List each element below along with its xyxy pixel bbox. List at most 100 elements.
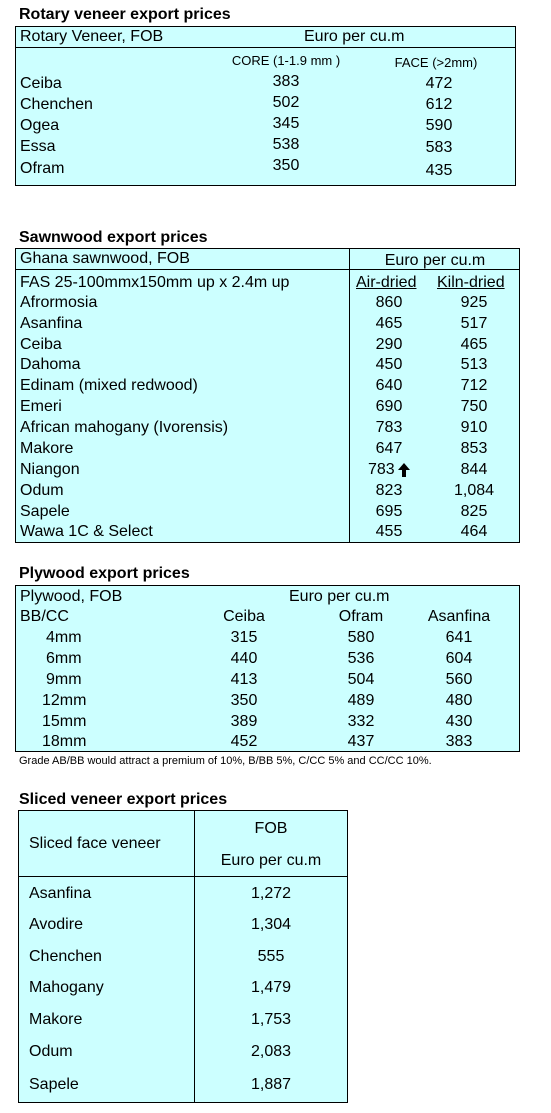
plywood-grade: BB/CC (20, 608, 69, 625)
rotary-row-face: 590 (425, 117, 453, 134)
plywood-row-size: 15mm (42, 713, 87, 730)
plywood-row-ceiba: 413 (230, 671, 258, 688)
sawnwood-row-name: Asanfina (20, 315, 83, 332)
plywood-row-size: 9mm (46, 671, 82, 688)
sliced-row-price: 1,304 (250, 916, 292, 933)
sawnwood-row-kiln: 712 (460, 377, 488, 394)
plywood-row-ofram: 332 (347, 713, 375, 730)
sawnwood-row-kiln: 465 (460, 336, 488, 353)
sawnwood-row-kiln: 853 (460, 440, 488, 457)
rotary-row-core: 345 (272, 115, 300, 132)
plywood-col-ofram: Ofram (338, 608, 384, 625)
plywood-note: Grade AB/BB would attract a premium of 1… (19, 755, 432, 767)
plywood-header-left: Plywood, FOB (20, 588, 123, 605)
plywood-col-ceiba: Ceiba (223, 608, 265, 625)
sliced-row-price: 1,887 (250, 1076, 292, 1093)
rotary-row-name: Ceiba (20, 75, 62, 92)
plywood-row-asanfina: 480 (445, 692, 473, 709)
sawnwood-row-air: 290 (375, 336, 403, 353)
plywood-row-asanfina: 383 (445, 733, 473, 750)
sliced-row-name: Makore (29, 1011, 83, 1028)
sawnwood-row-name: Dahoma (20, 356, 81, 373)
plywood-header-right: Euro per cu.m (289, 588, 390, 605)
sawnwood-row-name: Edinam (mixed redwood) (20, 377, 198, 394)
plywood-row-ceiba: 315 (230, 629, 258, 646)
sawnwood-row-name: Makore (20, 440, 74, 457)
rotary-row-face: 612 (425, 96, 453, 113)
sawnwood-row-name: Niangon (20, 461, 80, 478)
plywood-row-asanfina: 641 (445, 629, 473, 646)
rotary-row-core: 538 (272, 136, 300, 153)
plywood-row-ceiba: 452 (230, 733, 258, 750)
sawnwood-row-name: Wawa 1C & Select (20, 523, 153, 540)
sawnwood-row-air: 455 (375, 523, 403, 540)
sliced-header-unit: Euro per cu.m (220, 852, 322, 869)
sawnwood-row-kiln: 844 (460, 461, 488, 478)
rotary-row-name: Ogea (20, 117, 60, 134)
plywood-row-size: 4mm (46, 629, 82, 646)
rotary-col-face: FACE (>2mm) (394, 55, 478, 70)
plywood-row-asanfina: 560 (445, 671, 473, 688)
rotary-row-name: Essa (20, 138, 56, 155)
plywood-row-asanfina: 604 (445, 650, 473, 667)
sawnwood-row-name: Odum (20, 482, 64, 499)
sliced-row-price: 1,272 (250, 885, 292, 902)
sawnwood-row-kiln: 910 (460, 419, 488, 436)
plywood-col-asanfina: Asanfina (427, 608, 491, 625)
rotary-row-face: 472 (425, 75, 453, 92)
rotary-col-core: CORE (1-1.9 mm ) (231, 53, 341, 68)
rotary-row-core: 383 (272, 73, 300, 90)
plywood-title: Plywood export prices (19, 565, 190, 582)
sliced-header-fob: FOB (254, 820, 288, 837)
sliced-row-name: Sapele (29, 1076, 79, 1093)
plywood-row-ofram: 504 (347, 671, 375, 688)
sliced-title: Sliced veneer export prices (19, 791, 228, 808)
plywood-row-size: 12mm (42, 692, 87, 709)
sawnwood-col-kiln: Kiln-dried (437, 274, 505, 291)
plywood-row-ceiba: 389 (230, 713, 258, 730)
rotary-row-face: 583 (425, 139, 453, 156)
sawnwood-row-name: Ceiba (20, 336, 62, 353)
sliced-row-price: 555 (257, 948, 285, 965)
sawnwood-column-divider (349, 249, 350, 542)
plywood-row-ofram: 536 (347, 650, 375, 667)
plywood-row-ofram: 437 (347, 733, 375, 750)
sawnwood-row-air: 465 (375, 315, 403, 332)
sawnwood-row-kiln: 925 (460, 294, 488, 311)
up-arrow-icon (398, 463, 410, 477)
sawnwood-row-kiln: 513 (460, 356, 488, 373)
sawnwood-row-air: 695 (375, 503, 403, 520)
sliced-row-name: Odum (29, 1043, 73, 1060)
sawnwood-title: Sawnwood export prices (19, 229, 208, 246)
sawnwood-row-air: 647 (375, 440, 403, 457)
sawnwood-row-air: 783 (375, 419, 403, 436)
rotary-header-left: Rotary Veneer, FOB (20, 28, 164, 45)
sawnwood-row-name: Afrormosia (20, 294, 98, 311)
rotary-table: Rotary Veneer, FOB Euro per cu.m CORE (1… (15, 26, 516, 186)
sawnwood-row-air: 690 (375, 398, 403, 415)
sliced-row-price: 1,479 (250, 979, 292, 996)
sawnwood-row-name: Sapele (20, 503, 70, 520)
sawnwood-row-name: Emeri (20, 398, 62, 415)
rotary-row-face: 435 (425, 162, 453, 179)
sawnwood-table: Ghana sawnwood, FOB Euro per cu.m FAS 25… (15, 248, 520, 543)
sliced-row-price: 2,083 (250, 1043, 292, 1060)
sawnwood-row-air: 640 (375, 377, 403, 394)
rotary-row-core: 502 (272, 94, 300, 111)
sawnwood-header-divider (16, 269, 519, 270)
rotary-row-name: Ofram (20, 160, 65, 177)
sliced-table: Sliced face veneer FOB Euro per cu.m Asa… (18, 810, 348, 1103)
plywood-row-ofram: 489 (347, 692, 375, 709)
plywood-row-ceiba: 350 (230, 692, 258, 709)
rotary-title: Rotary veneer export prices (19, 6, 231, 23)
sliced-column-divider (194, 811, 195, 1102)
sawnwood-row-air: 823 (375, 482, 403, 499)
rotary-header-divider (16, 47, 515, 48)
sliced-row-name: Avodire (29, 916, 83, 933)
sawnwood-row-kiln: 464 (460, 523, 488, 540)
sliced-header-divider (19, 876, 347, 877)
sawnwood-row-kiln: 825 (460, 503, 488, 520)
sawnwood-row-kiln: 517 (460, 315, 488, 332)
sawnwood-row-air: 450 (375, 356, 403, 373)
sawnwood-row-air: 860 (375, 294, 403, 311)
